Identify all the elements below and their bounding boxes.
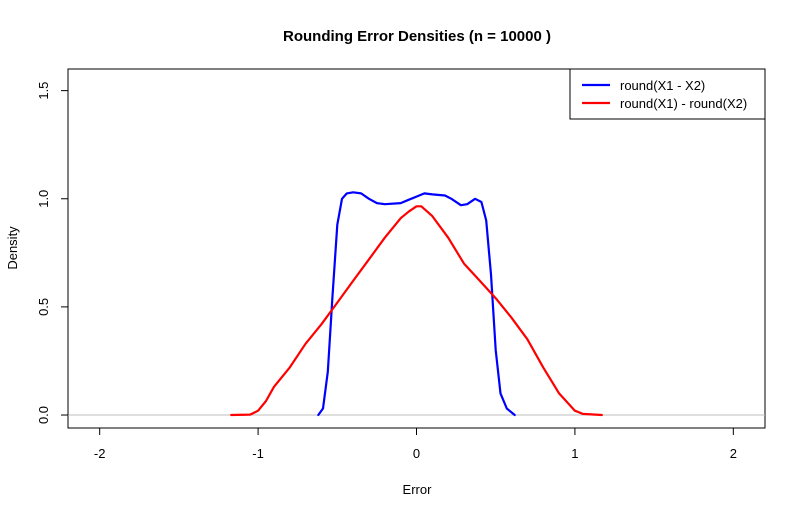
plot-frame [67, 68, 766, 429]
y-axis-title: Density [5, 226, 20, 270]
y-tick-label: 0.5 [36, 298, 51, 316]
x-tick-label: 1 [571, 446, 578, 461]
y-tick-label: 0.0 [36, 406, 51, 424]
x-tick-label: -2 [94, 446, 106, 461]
y-tick-label: 1.0 [36, 190, 51, 208]
x-axis: -2 -1 0 1 2 [94, 427, 737, 461]
y-tick-label: 1.5 [36, 82, 51, 100]
series-line-1 [317, 191, 516, 417]
legend: round(X1 - X2) round(X1) - round(X2) [569, 68, 766, 120]
y-axis: 0.0 0.5 1.0 1.5 [36, 82, 69, 424]
x-tick-label: 0 [413, 446, 420, 461]
chart-title: Rounding Error Densities (n = 10000 ) [283, 28, 551, 45]
series-line-2 [230, 205, 603, 417]
x-tick-label: 2 [730, 446, 737, 461]
legend-label-2: round(X1) - round(X2) [620, 96, 747, 111]
series-layer [230, 191, 603, 417]
legend-box [569, 68, 766, 120]
x-tick-label: -1 [252, 446, 264, 461]
legend-label-1: round(X1 - X2) [620, 78, 705, 93]
x-axis-title: Error [403, 482, 433, 497]
